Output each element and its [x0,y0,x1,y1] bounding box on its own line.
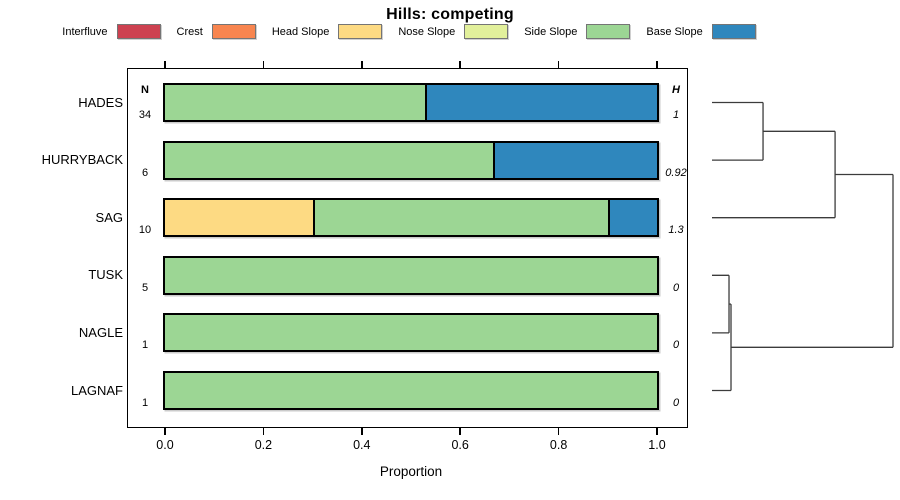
h-value-nagle: 0 [672,339,680,352]
h-value-hades: 1 [672,109,680,121]
legend-item-base-slope: Base Slope [646,24,756,39]
axis-tick-label: 0.6 [451,438,469,452]
legend-label: Base Slope [646,25,703,38]
axis-tick [459,428,461,435]
legend-item-side-slope: Side Slope [524,24,631,39]
bar-segment-head-slope [165,200,313,236]
axis-tick [557,428,560,435]
axis-tick [656,61,658,68]
category-label-hurryback: HURRYBACK [41,152,123,168]
bar-tusk [163,255,659,295]
legend-item-interfluve: Interfluve [62,24,161,39]
axis-tick-label: 0.8 [549,438,568,452]
bar-segment-base-slope [493,142,657,178]
legend-label: Interfluve [62,25,108,38]
axis-tick [656,428,658,435]
axis-tick [361,428,363,435]
h-value-hurryback: 0.92 [665,166,687,179]
n-column-header: N [141,84,149,96]
category-label-hades: HADES [78,94,123,110]
bar-sag [163,198,659,238]
legend-swatch-icon [338,24,383,39]
bar-lagnaf [163,371,659,410]
h-value-tusk: 0 [672,281,680,294]
category-label-nagle: NAGLE [78,324,123,340]
legend-item-crest: Crest [177,24,256,39]
h-column-header: H [672,84,680,96]
chart-title: Hills: competing [386,6,514,23]
h-value-lagnaf: 0 [672,397,680,409]
axis-tick-label: 0.0 [156,438,174,452]
n-value-sag: 10 [138,224,152,237]
x-axis-title: Proportion [379,464,443,479]
legend-swatch-icon [464,24,509,39]
axis-tick [459,61,461,68]
bar-segment-side-slope [312,200,608,236]
axis-tick [262,61,265,68]
bar-segment-side-slope [165,257,657,293]
legend-swatch-icon [211,24,256,39]
dendrogram [712,101,894,392]
bar-segment-side-slope [165,315,657,351]
axis-tick [557,61,560,68]
category-label-sag: SAG [95,209,123,225]
axis-tick [361,61,363,68]
legend-swatch-icon [711,24,756,39]
bar-segment-side-slope [165,373,657,408]
category-label-lagnaf: LAGNAF [70,382,123,398]
legend-item-head-slope: Head Slope [272,24,383,39]
legend-label: Crest [176,25,203,38]
n-value-hurryback: 6 [141,166,149,179]
h-value-sag: 1.3 [668,224,684,237]
legend-swatch-icon [116,24,161,39]
bar-segment-base-slope [425,85,657,120]
bar-segment-base-slope [607,200,657,236]
axis-tick-label: 1.0 [648,438,666,452]
plot-frame [127,68,688,428]
n-value-nagle: 1 [141,339,149,352]
legend-label: Nose Slope [398,25,456,38]
axis-tick-label: 0.4 [353,438,371,452]
n-value-tusk: 5 [141,281,149,294]
n-value-hades: 34 [138,109,152,121]
bar-segment-side-slope [165,85,426,120]
legend-item-nose-slope: Nose Slope [398,24,509,39]
n-value-lagnaf: 1 [141,397,149,409]
axis-tick [262,428,265,435]
bar-hurryback [163,140,659,180]
legend-label: Head Slope [271,25,330,38]
axis-tick [164,428,166,435]
bar-nagle [163,313,659,353]
bar-segment-side-slope [165,142,494,178]
legend: Interfluve Crest Head Slope Nose Slope Side … [0,24,859,39]
legend-swatch-icon [586,24,631,39]
bar-hades [163,83,659,122]
axis-tick [164,61,166,68]
axis-tick-label: 0.2 [254,438,273,452]
category-label-tusk: TUSK [88,267,123,283]
legend-label: Side Slope [524,25,578,38]
